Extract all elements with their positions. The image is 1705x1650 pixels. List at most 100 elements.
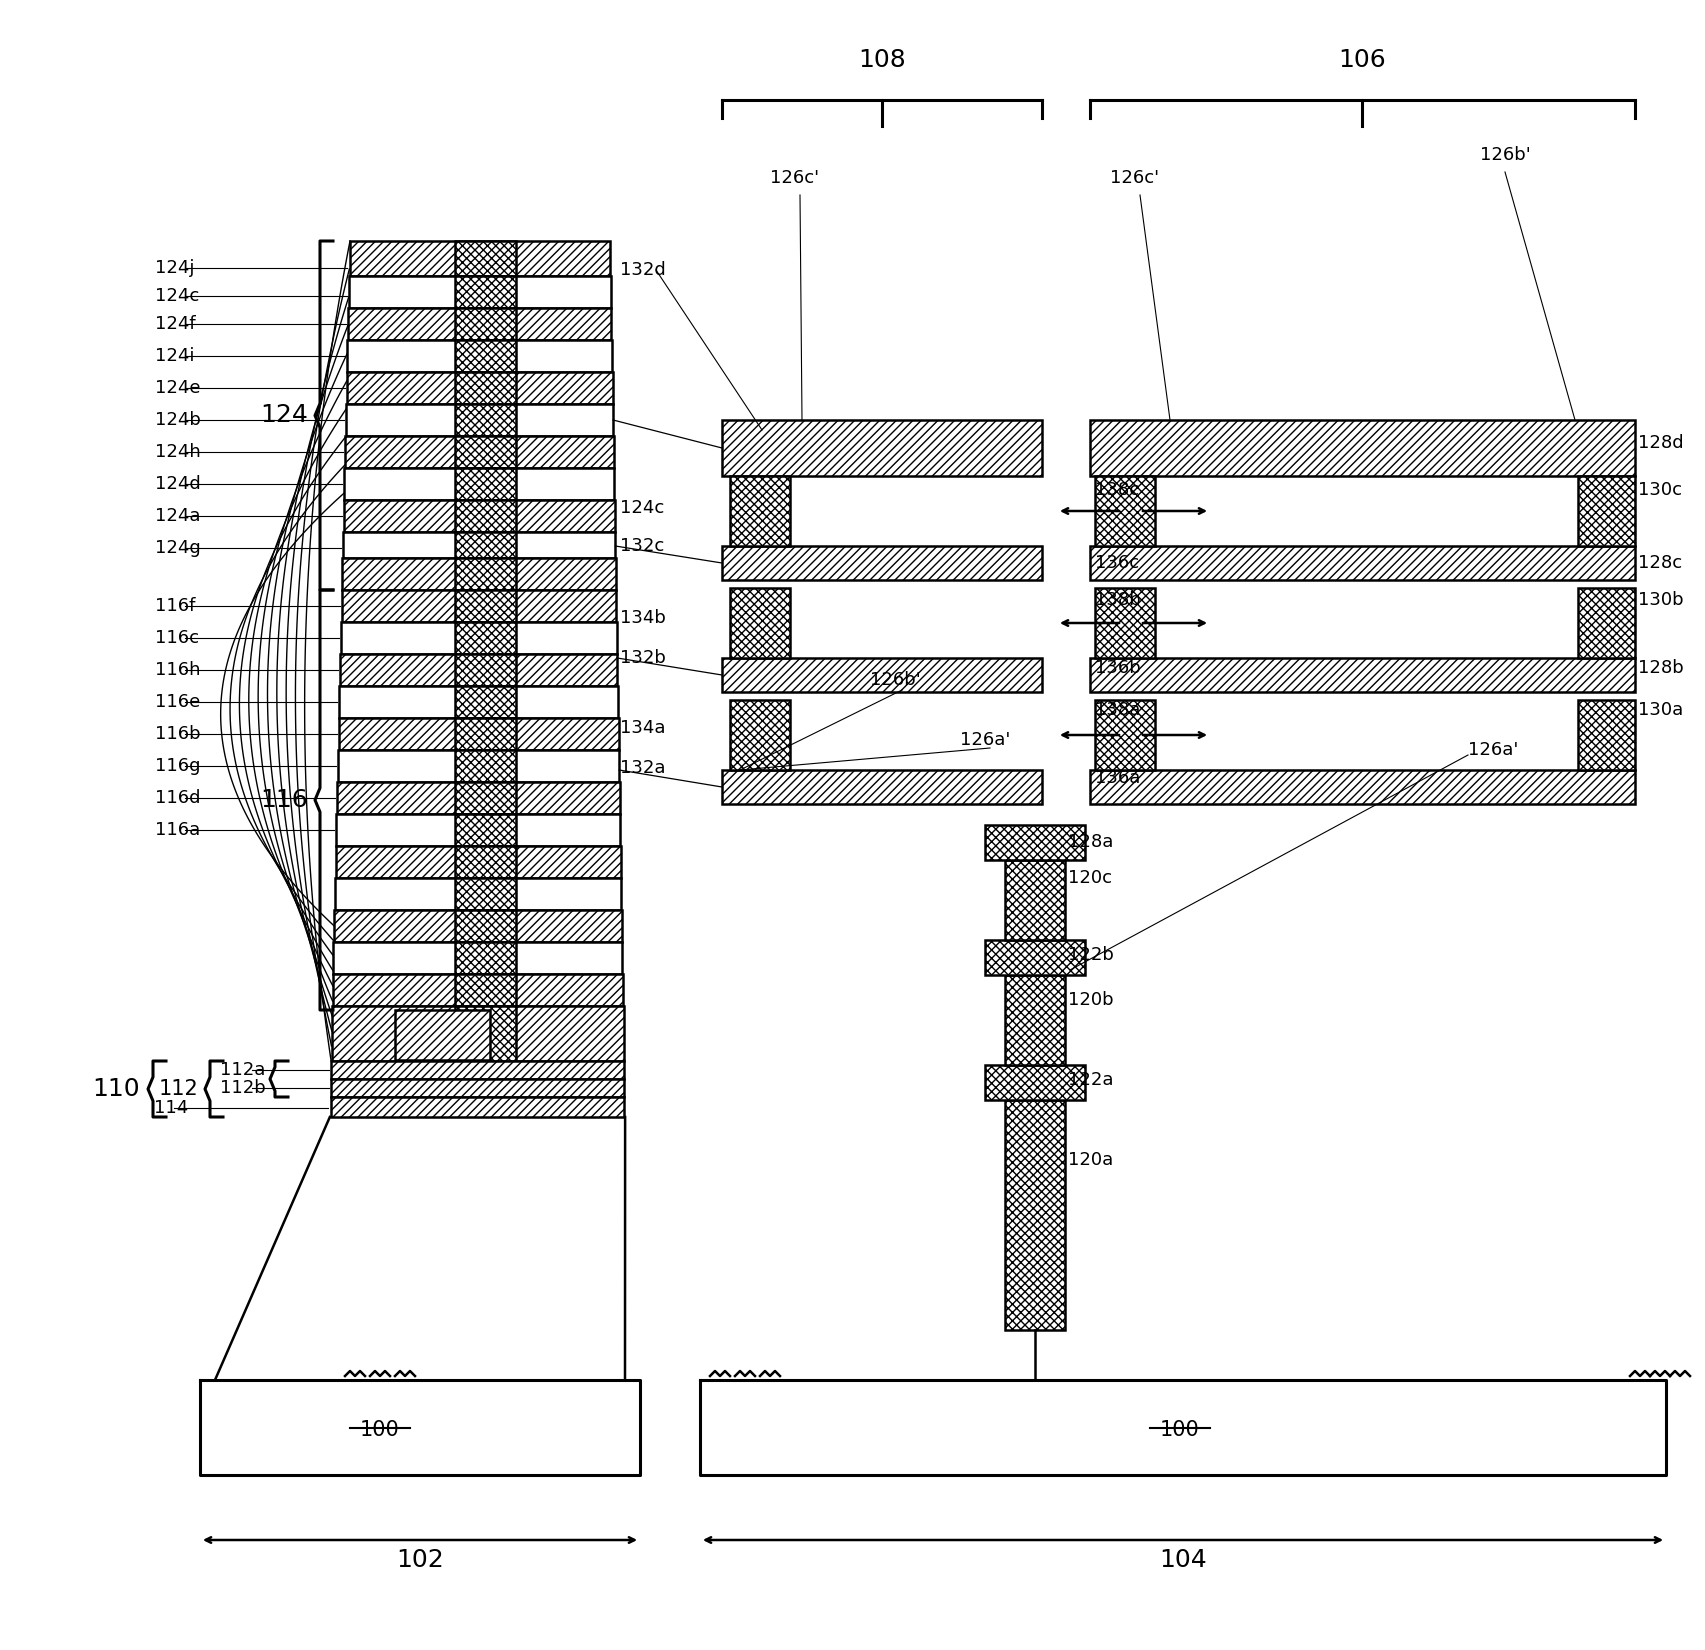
Text: 124b: 124b [155, 411, 201, 429]
Bar [730, 587, 789, 658]
Bar [1095, 587, 1154, 658]
Text: 120b: 120b [1067, 992, 1113, 1010]
Text: 126a': 126a' [960, 731, 1009, 749]
Bar [455, 718, 515, 751]
Text: 112b: 112b [220, 1079, 266, 1097]
Text: 132a: 132a [619, 759, 665, 777]
Bar [343, 500, 614, 531]
Bar [455, 653, 515, 686]
Bar [336, 813, 621, 846]
Text: 116f: 116f [155, 597, 196, 615]
Bar [396, 1010, 489, 1059]
Bar [1004, 860, 1064, 940]
Bar [1004, 1101, 1064, 1330]
Bar [339, 718, 619, 751]
Text: 134a: 134a [619, 719, 665, 738]
Text: 120a: 120a [1067, 1152, 1113, 1168]
Bar [332, 974, 622, 1006]
Bar [346, 404, 612, 436]
Text: 116b: 116b [155, 724, 201, 742]
Bar [455, 942, 515, 974]
Text: 124i: 124i [155, 346, 194, 365]
Bar [721, 421, 1042, 475]
Text: 116e: 116e [155, 693, 199, 711]
Text: 100: 100 [360, 1421, 399, 1440]
Text: 138b: 138b [1095, 591, 1141, 609]
Bar [455, 751, 515, 782]
Text: 130a: 130a [1637, 701, 1683, 719]
Text: 136c: 136c [1095, 554, 1139, 573]
Bar [334, 911, 621, 942]
Bar [455, 531, 515, 558]
Bar [721, 546, 1042, 581]
Text: 116a: 116a [155, 822, 199, 838]
Bar [455, 622, 515, 653]
Text: 124c: 124c [155, 287, 199, 305]
Bar [455, 371, 515, 404]
Bar [348, 340, 612, 371]
Bar [339, 653, 617, 686]
Text: 106: 106 [1338, 48, 1386, 73]
Bar [455, 276, 515, 309]
Bar [344, 469, 614, 500]
Bar [336, 846, 621, 878]
Bar [348, 309, 610, 340]
Text: 126c': 126c' [769, 168, 818, 186]
Text: 112: 112 [159, 1079, 198, 1099]
Bar [455, 813, 515, 846]
Bar [1089, 421, 1633, 475]
Bar [455, 782, 515, 813]
Polygon shape [699, 1379, 1666, 1475]
Bar [455, 469, 515, 500]
Bar [331, 1097, 624, 1117]
Bar [341, 591, 616, 622]
Bar [455, 974, 515, 1006]
Text: 100: 100 [1159, 1421, 1199, 1440]
Bar [455, 309, 515, 340]
Text: 108: 108 [858, 48, 905, 73]
Bar [350, 241, 610, 276]
Bar [455, 1006, 515, 1061]
Bar [455, 340, 515, 371]
Bar [339, 686, 617, 718]
Text: 128b: 128b [1637, 658, 1683, 676]
Bar [341, 622, 617, 653]
Text: 116g: 116g [155, 757, 201, 776]
Polygon shape [199, 1379, 639, 1475]
Text: 132d: 132d [619, 261, 665, 279]
Bar [343, 558, 616, 591]
Text: 132b: 132b [619, 648, 665, 667]
Text: 104: 104 [1158, 1548, 1205, 1572]
Bar [1577, 587, 1633, 658]
Bar [721, 658, 1042, 691]
Bar [348, 276, 610, 309]
Bar [331, 1006, 624, 1061]
Text: 128d: 128d [1637, 434, 1683, 452]
Bar [984, 825, 1084, 860]
Text: 112a: 112a [220, 1061, 266, 1079]
Text: 114: 114 [153, 1099, 188, 1117]
Bar [455, 911, 515, 942]
Text: 124a: 124a [155, 507, 201, 525]
Bar [730, 475, 789, 546]
Text: 122a: 122a [1067, 1071, 1113, 1089]
Text: 138c: 138c [1095, 482, 1139, 498]
Text: 110: 110 [92, 1077, 140, 1101]
Text: 120c: 120c [1067, 870, 1112, 888]
Bar [1095, 475, 1154, 546]
Bar [455, 846, 515, 878]
Text: 138a: 138a [1095, 701, 1139, 719]
Bar [455, 436, 515, 469]
Text: 128a: 128a [1067, 833, 1113, 851]
Bar [1095, 700, 1154, 771]
Bar [1577, 700, 1633, 771]
Text: 136b: 136b [1095, 658, 1141, 676]
Bar [984, 1064, 1084, 1101]
Bar [455, 500, 515, 531]
Bar [455, 878, 515, 911]
Text: 126b': 126b' [870, 672, 921, 690]
Bar [455, 591, 515, 622]
Bar [721, 771, 1042, 804]
Text: 116d: 116d [155, 789, 201, 807]
Bar [1089, 546, 1633, 581]
